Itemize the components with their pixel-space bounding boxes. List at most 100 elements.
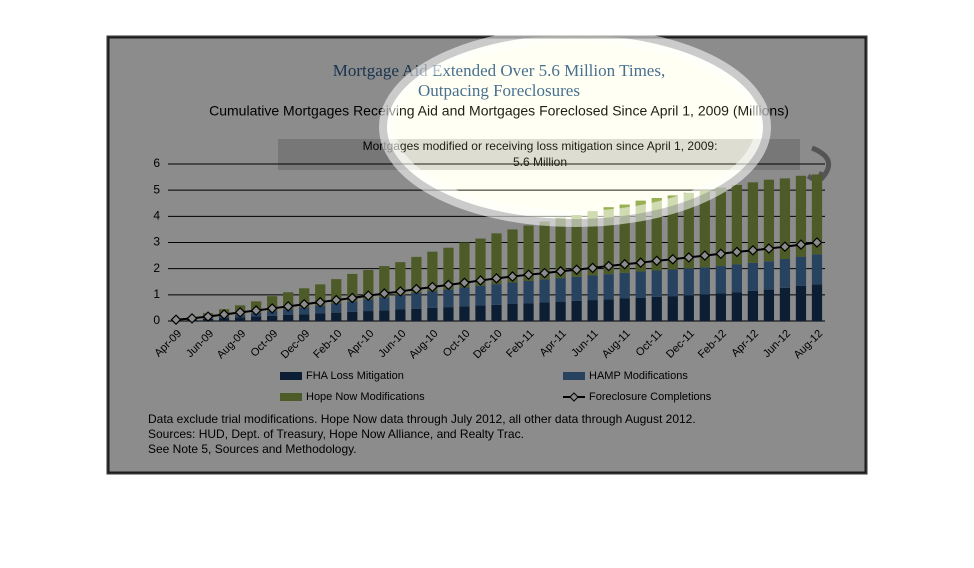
annotation-box bbox=[278, 139, 800, 170]
bar-segment bbox=[811, 284, 823, 321]
line-marker bbox=[427, 281, 438, 293]
bar-segment bbox=[683, 295, 694, 321]
legend-swatch bbox=[563, 372, 585, 380]
bar-segment bbox=[587, 300, 598, 321]
line-marker bbox=[731, 246, 743, 258]
line-marker bbox=[346, 292, 358, 304]
bar-segment bbox=[283, 309, 294, 315]
note: See Note 5, Sources and Methodology. bbox=[148, 442, 357, 456]
bar-segment bbox=[523, 303, 534, 321]
legend-swatch bbox=[280, 393, 302, 401]
line-marker bbox=[747, 245, 759, 256]
bar-segment bbox=[331, 303, 342, 313]
bar-segment bbox=[395, 309, 406, 321]
line-marker bbox=[523, 269, 534, 281]
bar-segment bbox=[571, 276, 582, 301]
bar-segment bbox=[523, 280, 534, 304]
spotlight bbox=[379, 27, 771, 227]
bar-segment bbox=[715, 266, 726, 294]
bar-segment bbox=[763, 179, 775, 262]
chart-title: Outpacing Foreclosures bbox=[418, 81, 580, 100]
bar-segment bbox=[603, 274, 614, 300]
bar-segment bbox=[779, 287, 791, 321]
bar-segment bbox=[443, 247, 454, 290]
line-marker bbox=[715, 248, 727, 260]
line-marker bbox=[298, 298, 310, 310]
legend-label: FHA Loss Mitigation bbox=[306, 370, 404, 382]
bar-segment bbox=[395, 262, 406, 296]
bar-segment bbox=[411, 293, 422, 309]
annotation: 5.6 Million bbox=[513, 155, 567, 169]
line-marker bbox=[411, 283, 422, 295]
bar-segment bbox=[731, 184, 742, 265]
line-marker bbox=[330, 294, 342, 306]
bar-segment bbox=[619, 272, 630, 299]
y-tick-label: 4 bbox=[153, 209, 160, 223]
bar-segment bbox=[234, 317, 246, 321]
line-marker bbox=[811, 237, 823, 248]
y-tick-label: 6 bbox=[153, 156, 160, 170]
bar-segment bbox=[459, 287, 470, 307]
bar-segment bbox=[555, 217, 566, 279]
bar-segment bbox=[491, 304, 502, 321]
bar-segment bbox=[699, 190, 710, 268]
bar-segment bbox=[795, 256, 807, 286]
annotation: Mortgages modified or receiving loss mit… bbox=[363, 139, 718, 153]
line-marker bbox=[779, 241, 791, 253]
line-marker bbox=[795, 239, 807, 250]
line-marker bbox=[459, 277, 470, 289]
bar-segment bbox=[651, 270, 662, 297]
line-marker bbox=[507, 271, 518, 282]
bar-segment bbox=[779, 258, 791, 288]
bar-segment bbox=[667, 296, 678, 321]
bar-segment bbox=[459, 306, 470, 321]
bar-segment bbox=[267, 315, 278, 321]
line-marker bbox=[186, 313, 198, 324]
note: Data exclude trial modifications. Hope N… bbox=[148, 412, 696, 426]
legend-swatch bbox=[569, 392, 579, 402]
bar-segment bbox=[635, 200, 646, 272]
bar-segment bbox=[539, 302, 550, 321]
y-tick-label: 3 bbox=[153, 235, 160, 249]
line-marker bbox=[378, 288, 390, 299]
line-marker bbox=[250, 305, 262, 316]
bar-segment bbox=[667, 269, 678, 297]
line-marker bbox=[651, 255, 663, 267]
bar-segment bbox=[699, 267, 710, 295]
line-marker bbox=[202, 311, 214, 322]
y-tick-label: 2 bbox=[153, 261, 160, 275]
line-marker bbox=[170, 314, 182, 326]
bar-segment bbox=[299, 307, 310, 315]
bar-segment bbox=[347, 311, 358, 321]
bar-segment bbox=[587, 211, 598, 276]
bar-segment bbox=[347, 301, 358, 312]
bar-segment bbox=[379, 297, 390, 311]
bar-segment bbox=[363, 299, 374, 312]
bar-segment bbox=[331, 279, 342, 304]
dim-overlay bbox=[108, 37, 866, 473]
legend-swatch bbox=[280, 372, 302, 380]
bar-segment bbox=[283, 314, 294, 321]
line-marker bbox=[266, 303, 278, 314]
bar-segment bbox=[715, 187, 726, 267]
bar-segment bbox=[491, 284, 502, 305]
bar-segment bbox=[747, 182, 759, 263]
bar-segment bbox=[779, 178, 791, 259]
bar-segment bbox=[491, 233, 502, 285]
bar-segment bbox=[315, 313, 326, 321]
bar-segment bbox=[731, 264, 742, 293]
line-marker bbox=[282, 300, 294, 312]
y-tick-label: 5 bbox=[153, 182, 160, 196]
bar-segment bbox=[651, 198, 662, 271]
bar-segment bbox=[427, 291, 438, 308]
bar-segment bbox=[539, 221, 550, 280]
bar-segment bbox=[283, 292, 294, 310]
bar-segment bbox=[571, 300, 582, 321]
bar-segment bbox=[299, 288, 310, 308]
bar-segment bbox=[715, 293, 726, 321]
bar-segment bbox=[587, 275, 598, 301]
bar-segment bbox=[699, 294, 710, 321]
bar-segment bbox=[315, 305, 326, 314]
bar-segment bbox=[315, 284, 326, 306]
